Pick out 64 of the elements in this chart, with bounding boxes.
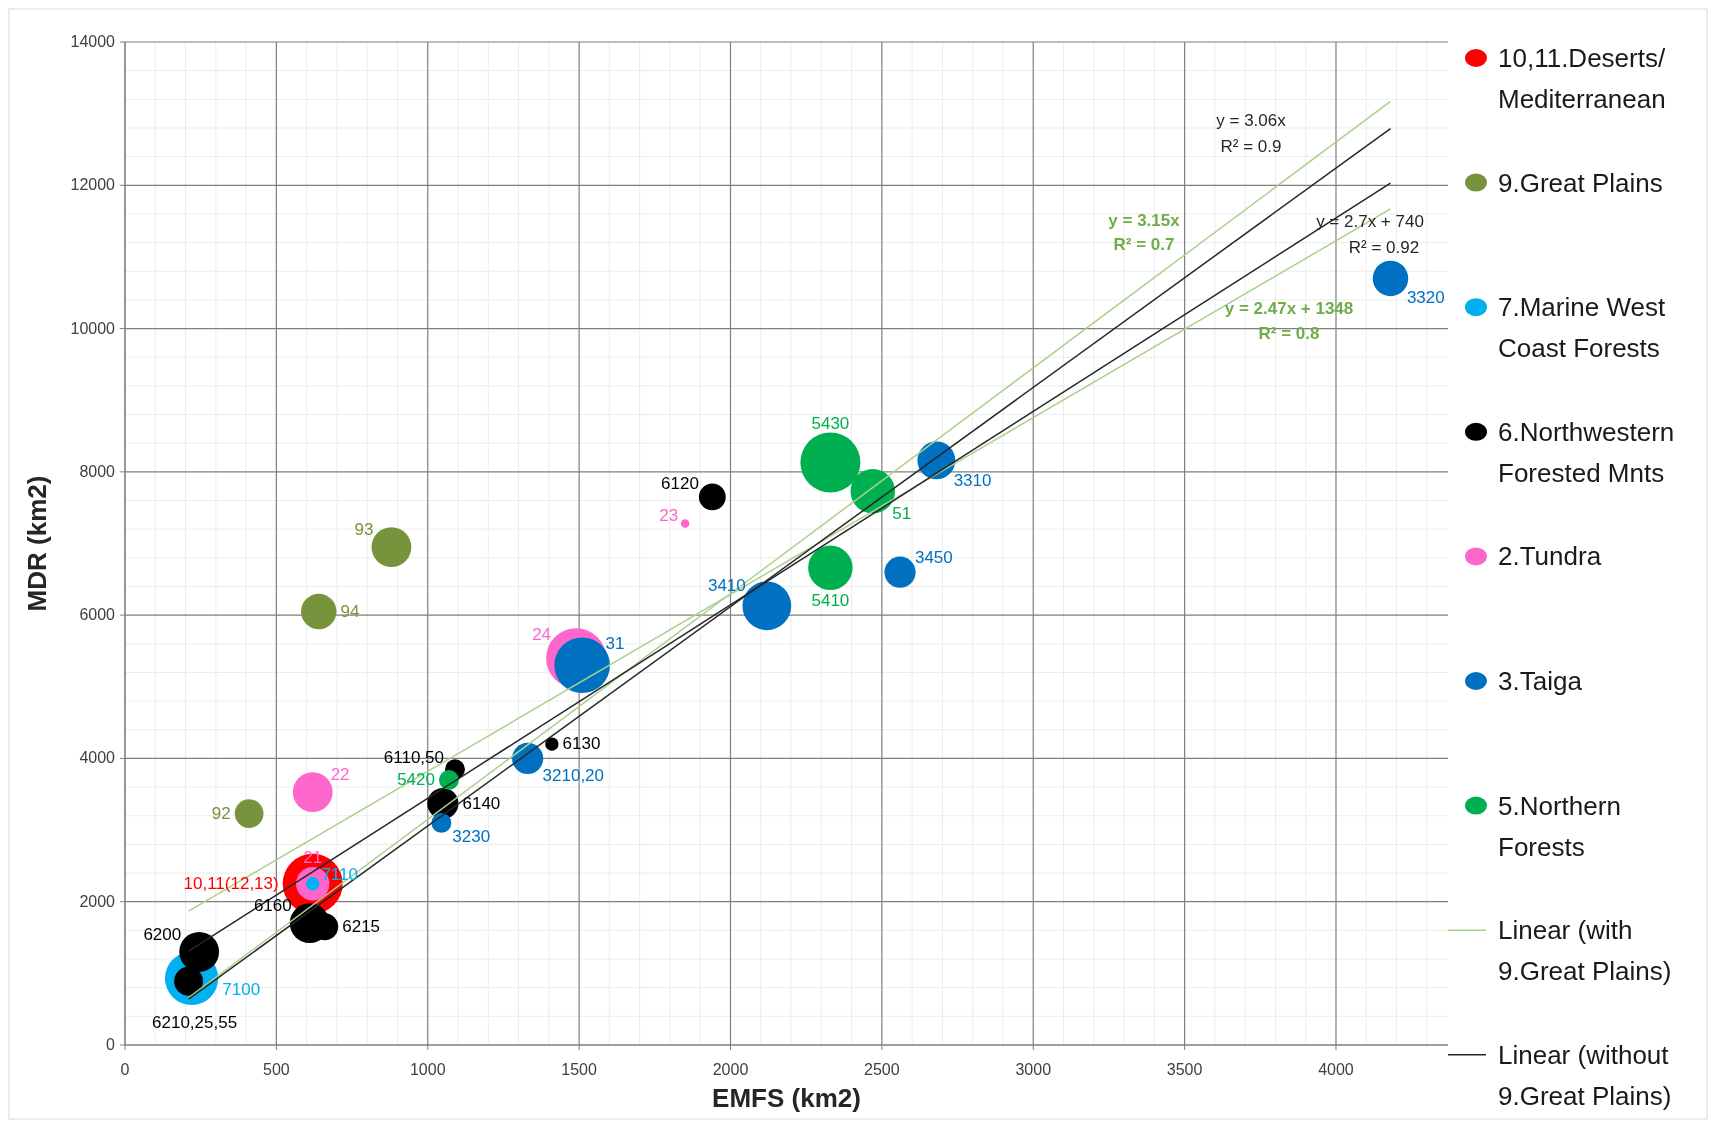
y-axis-title: MDR (km2) xyxy=(22,475,52,612)
y-tick-label: 6000 xyxy=(79,606,116,624)
legend-label: 7.Marine West Coast Forests xyxy=(1498,292,1666,364)
annotation: 6215 xyxy=(342,916,381,936)
x-tick-label: 3000 xyxy=(1015,1061,1052,1078)
x-axis-title: EMFS (km2) xyxy=(712,1083,861,1113)
legend-label: Linear (without 9.Great Plains) xyxy=(1498,1039,1672,1111)
annotation: R² = 0.8 xyxy=(1258,324,1320,343)
annotation: 3450 xyxy=(914,547,953,567)
x-tick-label: 1500 xyxy=(561,1061,598,1078)
y-tick-label: 14000 xyxy=(70,33,116,50)
legend-label: 2.Tundra xyxy=(1498,541,1602,572)
annotation: 22 xyxy=(330,765,350,785)
x-tick-label: 3500 xyxy=(1166,1061,1203,1078)
legend-label: 3.Taiga xyxy=(1498,666,1583,696)
y-tick-label: 2000 xyxy=(79,892,116,910)
annotation: 7100 xyxy=(222,980,261,1000)
annotation: 3230 xyxy=(452,826,491,846)
annotation: 51 xyxy=(892,503,912,523)
annotation: 5420 xyxy=(397,769,435,789)
legend-label: 9.Great Plains xyxy=(1498,167,1663,198)
annotation: 24 xyxy=(532,625,552,645)
y-tick-label: 10000 xyxy=(70,319,116,337)
x-tick-label: 1000 xyxy=(409,1061,446,1078)
x-tick-label: 4000 xyxy=(1318,1061,1354,1078)
annotation: 6130 xyxy=(562,734,601,754)
annotation: 93 xyxy=(354,520,374,540)
annotation: 6160 xyxy=(253,896,292,916)
annotation: 6110,50 xyxy=(383,748,445,768)
annotation: 5430 xyxy=(811,413,850,433)
x-tick-label: 500 xyxy=(263,1061,290,1078)
annotation: R² = 0.92 xyxy=(1348,238,1420,257)
annotation: 3310 xyxy=(953,470,992,490)
annotation: 6120 xyxy=(661,473,699,493)
x-tick-label: 0 xyxy=(120,1061,130,1078)
annotation: 23 xyxy=(659,505,679,525)
annotation: 92 xyxy=(211,803,231,823)
annotation: 10,11(12,13) xyxy=(183,873,279,893)
annotation: R² = 0.7 xyxy=(1113,235,1175,254)
y-tick-label: 12000 xyxy=(70,176,116,194)
annotation: 21 xyxy=(303,848,323,868)
annotation: 6210,25,55 xyxy=(152,1012,238,1032)
annotation: 5410 xyxy=(811,591,850,611)
annotation: 3320 xyxy=(1406,287,1445,307)
annotation: 94 xyxy=(340,601,360,621)
annotation: R² = 0.9 xyxy=(1220,137,1282,156)
legend-label: 6.Northwestern Forested Mnts xyxy=(1498,416,1675,488)
annotation: y = 3.06x xyxy=(1216,111,1287,130)
y-tick-label: 0 xyxy=(106,1036,116,1053)
legend-label: 5.Northern Forests xyxy=(1498,790,1621,862)
annotation: 7110 xyxy=(321,864,358,884)
annotation: 6140 xyxy=(462,793,501,813)
annotation: 6200 xyxy=(143,924,182,944)
annotation: y = 2.47x + 1348 xyxy=(1224,299,1354,318)
x-tick-label: 2500 xyxy=(864,1061,900,1078)
annotation: 3210,20 xyxy=(542,766,605,786)
y-tick-label: 4000 xyxy=(79,749,116,767)
y-tick-label: 8000 xyxy=(79,462,116,480)
annotation: 31 xyxy=(605,633,625,653)
x-tick-label: 2000 xyxy=(712,1061,749,1078)
annotation: 3410 xyxy=(707,576,746,596)
annotation: y = 3.15x xyxy=(1108,211,1181,230)
legend-label: 10,11.Deserts/ Mediterranean xyxy=(1498,43,1666,114)
legend-label: Linear (with 9.Great Plains) xyxy=(1498,915,1672,987)
